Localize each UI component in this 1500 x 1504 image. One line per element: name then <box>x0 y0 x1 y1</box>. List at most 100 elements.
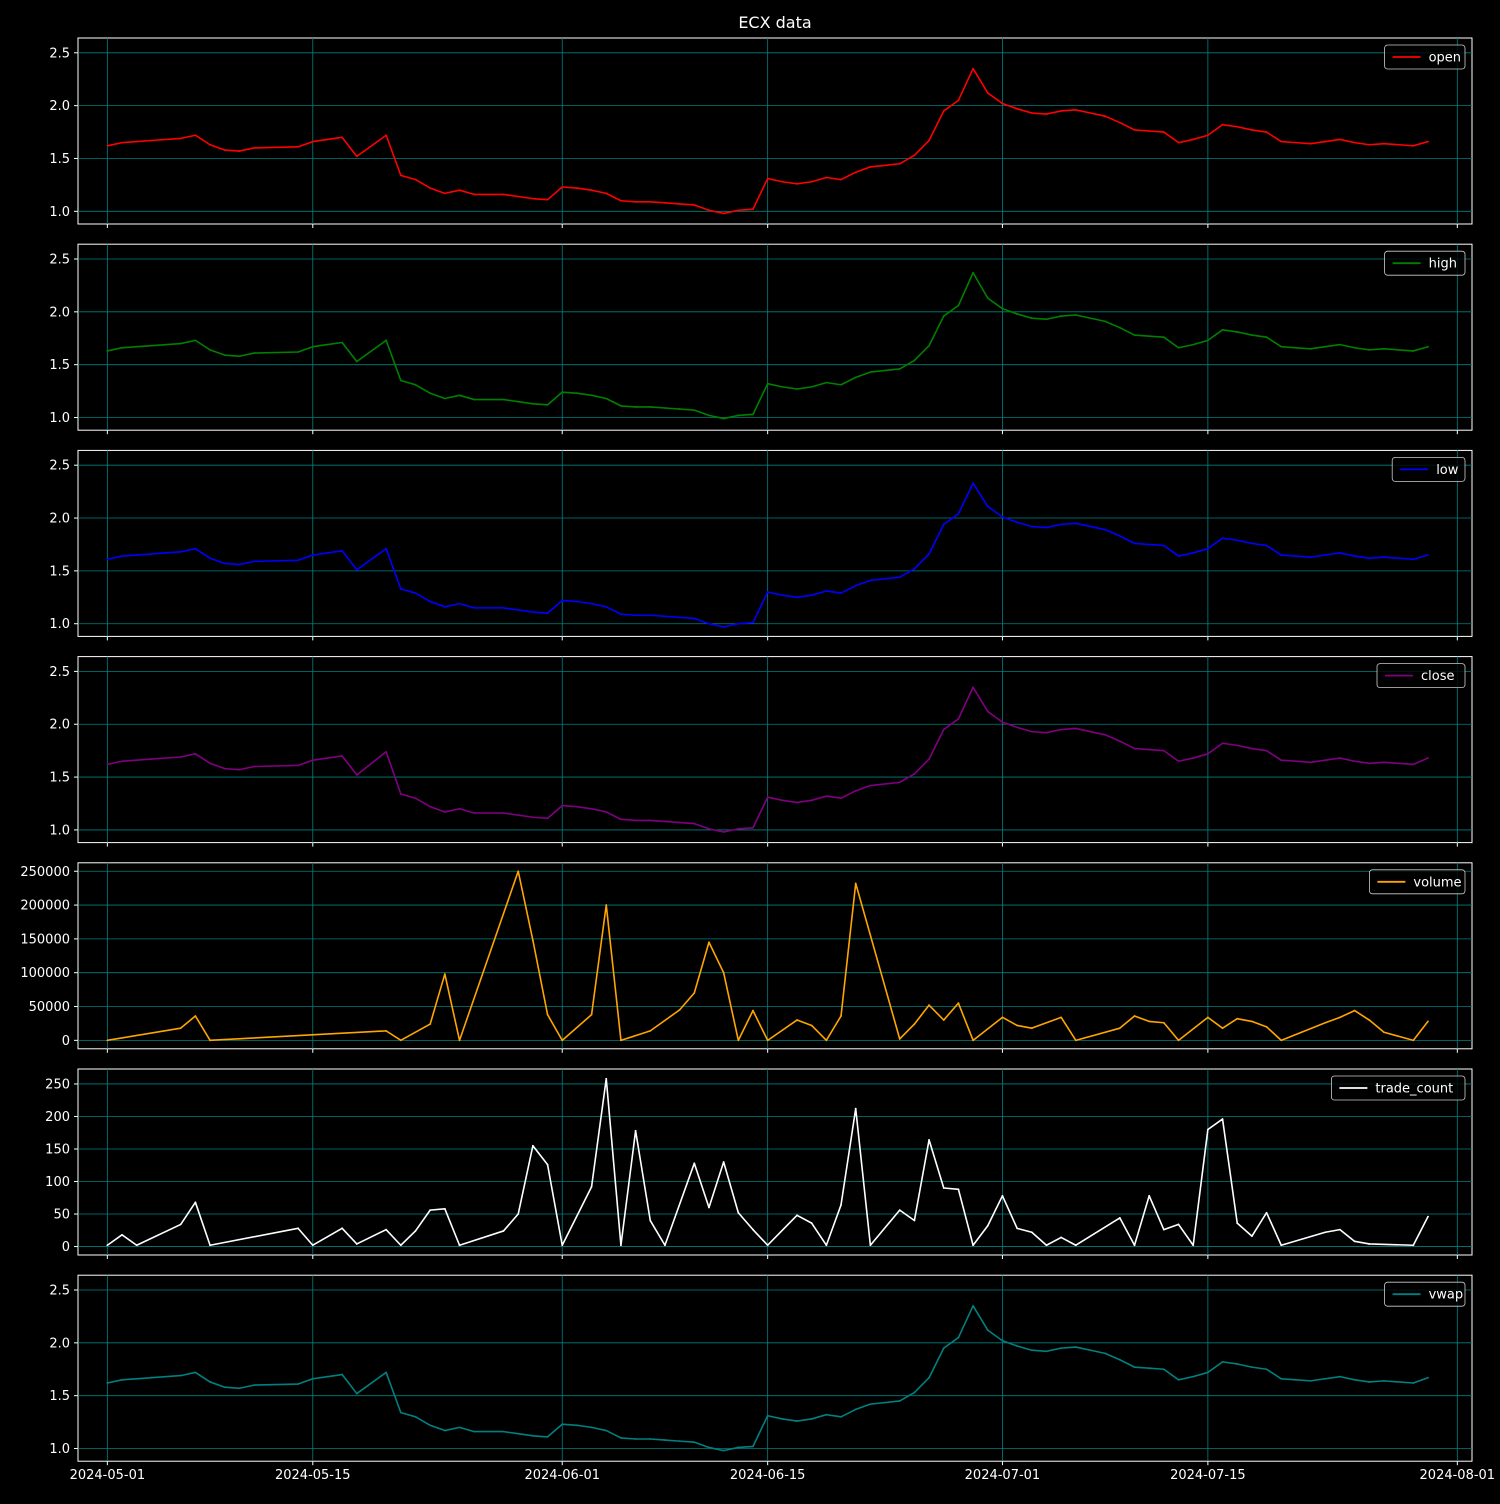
data-point-close <box>121 760 123 763</box>
data-point-high <box>928 344 930 347</box>
data-point-volume <box>605 904 608 906</box>
axes-frame-open <box>77 37 1473 225</box>
x-tick-label: 2024-06-01 <box>524 1468 600 1483</box>
data-point-vwap <box>781 1418 784 1420</box>
data-point-close <box>928 758 930 761</box>
data-point-high <box>531 402 534 405</box>
data-point-close <box>253 765 255 768</box>
data-point-high <box>1192 343 1195 346</box>
data-point-high <box>781 385 784 388</box>
data-point-close <box>972 686 974 689</box>
data-point-close <box>1016 726 1019 729</box>
data-point-open <box>223 149 226 151</box>
panel-high: 1.0 1.5 2.0 2.5 high <box>49 243 1473 435</box>
data-point-volume <box>399 1039 402 1042</box>
data-point-high <box>766 382 769 385</box>
data-point-open <box>810 180 813 183</box>
data-point-low <box>605 605 608 608</box>
data-point-vwap <box>766 1414 769 1417</box>
y-tick-label: 150000 <box>20 932 70 947</box>
data-point-open <box>590 189 593 192</box>
data-point-volume <box>752 1009 754 1012</box>
data-point-trade_count <box>942 1187 945 1189</box>
y-tick-label: 200 <box>45 1110 70 1125</box>
data-point-high <box>561 391 564 394</box>
data-point-low <box>1206 547 1209 550</box>
data-point-close <box>297 764 300 767</box>
y-tick-label: 50 <box>53 1208 70 1223</box>
legend-label: high <box>1429 257 1457 272</box>
data-point-high <box>341 341 344 344</box>
data-point-vwap <box>429 1424 432 1427</box>
data-point-trade_count <box>1324 1231 1327 1234</box>
data-point-high <box>473 398 476 401</box>
data-point-close <box>1309 761 1312 764</box>
data-point-close <box>223 767 226 770</box>
data-point-close <box>708 827 710 830</box>
data-point-low <box>150 553 153 555</box>
data-point-open <box>443 192 446 195</box>
data-point-close <box>1339 757 1341 759</box>
data-point-vwap <box>678 1440 681 1443</box>
data-point-trade_count <box>722 1161 725 1163</box>
data-point-low <box>1353 555 1356 557</box>
data-point-high <box>840 383 842 386</box>
data-point-vwap <box>1221 1360 1224 1363</box>
y-tick-label: 2.0 <box>49 305 70 320</box>
panel-trade_count: 0 50 100 150 200 250 trade_count <box>45 1068 1473 1259</box>
data-point-close <box>693 822 696 825</box>
legend-label: vwap <box>1429 1288 1464 1303</box>
data-point-trade_count <box>1045 1244 1048 1247</box>
data-point-high <box>854 376 857 379</box>
data-point-vwap <box>986 1329 989 1332</box>
data-point-vwap <box>605 1429 608 1432</box>
data-point-low <box>942 523 945 526</box>
axes-frame-volume <box>77 862 1473 1050</box>
data-point-low <box>576 600 578 603</box>
data-point-open <box>1368 143 1371 146</box>
data-point-high <box>1177 346 1180 349</box>
data-point-high <box>1133 334 1136 336</box>
data-point-low <box>311 554 314 556</box>
y-tick-label: 1.5 <box>49 358 70 373</box>
data-point-low <box>1148 543 1151 546</box>
data-point-open <box>1206 134 1209 137</box>
data-point-trade_count <box>928 1138 930 1141</box>
data-point-high <box>620 404 622 407</box>
data-point-vwap <box>473 1430 476 1433</box>
data-point-high <box>664 407 666 409</box>
data-point-trade_count <box>649 1219 652 1222</box>
data-point-close <box>1030 730 1033 733</box>
data-point-volume <box>766 1039 769 1042</box>
data-point-high <box>1412 350 1415 352</box>
data-point-volume <box>1177 1039 1180 1042</box>
data-point-open <box>1045 113 1048 115</box>
data-point-open <box>605 192 608 195</box>
data-point-open <box>957 99 960 102</box>
data-point-trade_count <box>1368 1243 1371 1245</box>
data-point-vwap <box>1177 1378 1180 1381</box>
data-point-close <box>311 759 314 762</box>
data-point-vwap <box>869 1403 872 1406</box>
data-point-close <box>766 796 769 799</box>
data-point-close <box>1353 760 1356 763</box>
data-point-low <box>1045 526 1048 529</box>
data-point-vwap <box>561 1423 564 1426</box>
data-point-open <box>1324 140 1327 143</box>
data-point-open <box>150 139 153 142</box>
data-point-low <box>1412 558 1415 561</box>
data-point-open <box>898 162 901 165</box>
data-point-high <box>253 352 255 354</box>
data-point-open <box>238 150 241 152</box>
data-point-open <box>678 203 681 205</box>
data-point-close <box>796 801 798 804</box>
data-point-volume <box>1339 1016 1341 1019</box>
data-point-volume <box>531 939 534 942</box>
data-point-open <box>722 212 725 215</box>
data-point-vwap <box>341 1373 344 1376</box>
data-point-vwap <box>121 1378 123 1381</box>
data-point-vwap <box>355 1392 358 1395</box>
data-point-high <box>135 345 138 348</box>
panel-open: 1.0 1.5 2.0 2.5 open <box>49 37 1473 228</box>
data-point-volume <box>1236 1017 1239 1020</box>
